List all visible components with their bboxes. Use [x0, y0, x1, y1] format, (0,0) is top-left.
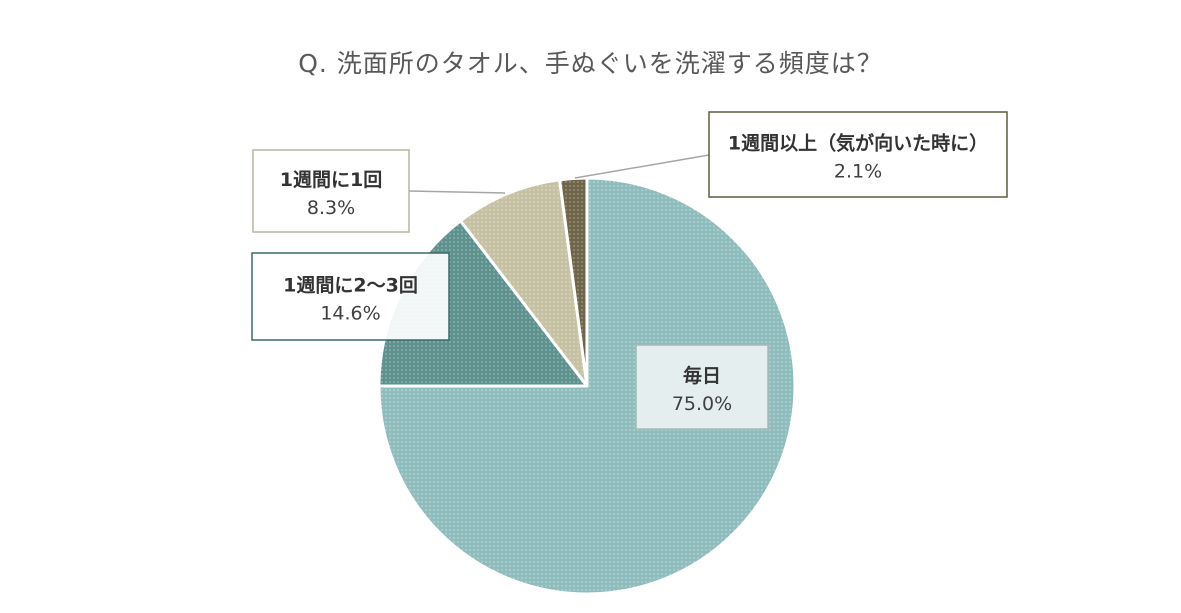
data-label-0: 毎日 75.0% [635, 344, 769, 430]
data-label-1: 1週間に2～3回 14.6% [251, 252, 450, 341]
slice-label-name: 毎日 [683, 364, 721, 387]
slice-label-value: 2.1% [834, 161, 882, 183]
data-label-3: 1週間以上（気が向いた時に） 2.1% [708, 111, 1008, 198]
slice-label-value: 75.0% [672, 393, 732, 415]
slice-label-name: 1週間以上（気が向いた時に） [728, 132, 988, 155]
data-label-box [252, 149, 410, 233]
data-label-box [635, 344, 769, 430]
data-label-2: 1週間に1回 8.3% [252, 149, 410, 233]
pie-slice-0 [377, 176, 797, 596]
slice-label-value: 14.6% [320, 303, 380, 325]
data-label-box [251, 252, 450, 341]
data-label-box [708, 111, 1008, 198]
leader-line-3 [574, 154, 710, 179]
slice-label-name: 1週間に2～3回 [283, 275, 418, 297]
chart-title: Q. 洗面所のタオル、手ぬぐいを洗濯する頻度は？ [298, 49, 883, 78]
pie-slice-3 [558, 176, 589, 388]
slice-label-value: 8.3% [307, 197, 355, 219]
slice-labels: 毎日 75.0% 1週間に2～3回 14.6% 1週間に1回 8.3% 1週間以上（気が向い… [251, 111, 1008, 430]
leader-lines [408, 154, 710, 194]
leader-line-2 [408, 190, 506, 194]
pie-slice-2 [459, 178, 589, 388]
slice-label-name: 1週間に1回 [280, 169, 382, 191]
